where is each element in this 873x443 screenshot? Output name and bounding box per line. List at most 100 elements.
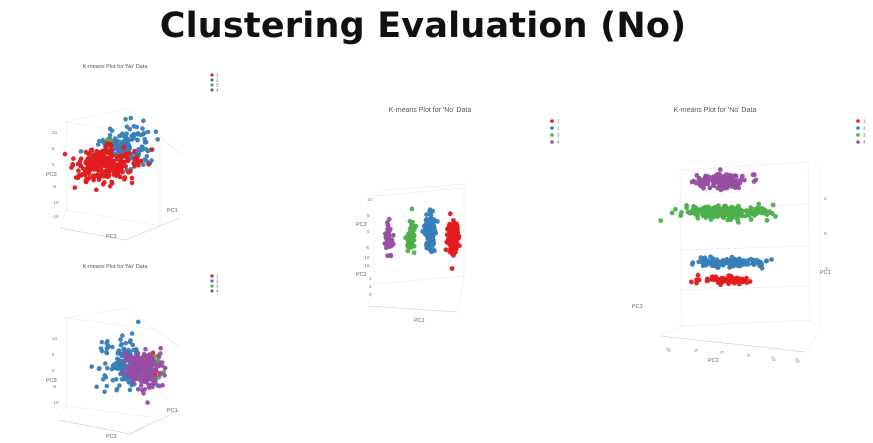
point-cluster-2 [764,258,769,264]
point-cluster-2 [94,384,99,390]
point-cluster-1 [453,243,458,249]
point-cluster-1 [104,143,109,148]
point-cluster-4 [122,358,127,364]
legend-swatch-4 [856,140,860,144]
tick-label: -5 [365,245,369,250]
point-cluster-2 [118,337,123,342]
point-cluster-2 [135,319,141,325]
point-cluster-1 [71,156,76,161]
chart-svg-middle: K-means Plot for 'No' Data 1 2 3 4 10 5 … [356,107,560,324]
point-cluster-1 [689,279,694,285]
point-cluster-2 [696,259,702,265]
point-cluster-2 [104,341,109,346]
point-cluster-4 [158,345,163,351]
point-cluster-2 [140,126,145,131]
point-cluster-2 [708,259,714,264]
point-cluster-4 [689,179,695,185]
point-cluster-1 [122,159,127,165]
chart-panel-middle: K-means Plot for 'No' Data 1 2 3 4 10 5 … [340,100,580,330]
point-cluster-2 [145,129,151,135]
point-cluster-4 [142,370,148,376]
point-cluster-2 [98,346,104,351]
point-cluster-4 [148,366,154,371]
point-cluster-1 [111,165,116,170]
chart-title: K-means Plot for 'No' Data [674,107,757,114]
point-cluster-2 [120,333,125,338]
tick-label: 0 [824,231,827,236]
tick-label: -5 [745,352,752,358]
point-cluster-2 [89,364,94,369]
point-cluster-2 [127,387,133,393]
point-cluster-1 [448,234,454,240]
point-cluster-4 [693,180,699,186]
point-cluster-4 [140,376,146,381]
legend-swatch-4 [210,289,214,293]
point-cluster-4 [135,366,140,371]
point-cluster-2 [708,254,713,260]
point-cluster-2 [97,138,102,144]
point-cluster-2 [745,258,751,263]
tick-label: -10 [52,400,59,405]
point-cluster-1 [102,180,107,185]
point-cluster-1 [456,235,461,241]
point-cluster-2 [131,135,136,141]
point-cluster-3 [770,202,776,208]
point-cluster-4 [717,175,723,181]
chart-panel-right: K-means Plot for 'No' Data 1 2 3 4 10 5 … [620,100,870,370]
point-cluster-3 [673,206,678,212]
scatter-points [658,167,778,288]
point-cluster-4 [139,379,144,385]
point-cluster-4 [750,172,756,178]
legend: 1 2 3 4 [210,73,219,93]
point-cluster-4 [727,176,733,182]
point-cluster-1 [98,158,104,163]
point-cluster-1 [102,155,108,160]
legend-label-4: 4 [216,88,219,93]
point-cluster-2 [426,232,432,238]
point-cluster-3 [708,210,714,216]
legend-swatch-2 [550,126,554,130]
point-cluster-4 [160,382,165,388]
legend-label-4: 4 [863,140,866,145]
point-cluster-3 [729,204,734,210]
point-cluster-1 [90,154,95,160]
point-cluster-4 [724,172,729,177]
point-cluster-2 [97,366,102,371]
point-cluster-3 [108,138,114,143]
point-cluster-4 [153,375,158,380]
legend-swatch-1 [856,119,860,123]
point-cluster-4 [134,359,139,365]
point-cluster-4 [130,367,135,373]
point-cluster-4 [715,185,720,191]
point-cluster-2 [709,263,715,268]
point-cluster-3 [669,210,675,216]
point-cluster-2 [433,230,439,236]
point-cluster-2 [769,257,774,262]
point-cluster-1 [77,159,83,164]
point-cluster-4 [389,237,395,243]
point-cluster-2 [113,377,119,382]
point-cluster-1 [718,280,724,285]
point-cluster-4 [724,185,730,191]
point-cluster-1 [743,277,748,282]
point-cluster-1 [84,161,90,166]
point-cluster-4 [727,180,733,186]
point-cluster-4 [121,369,126,375]
point-cluster-3 [685,209,691,215]
point-cluster-2 [137,147,143,153]
point-cluster-4 [125,355,131,360]
point-cluster-2 [702,258,707,263]
tick-label: -15 [793,356,801,365]
tick-label: 4 [369,276,372,281]
point-cluster-3 [744,208,749,214]
point-cluster-1 [83,179,89,185]
point-cluster-2 [731,259,737,265]
point-cluster-2 [117,383,122,388]
point-cluster-1 [695,272,701,278]
point-cluster-1 [77,172,82,178]
point-cluster-2 [690,260,696,266]
point-cluster-3 [719,212,725,217]
grid-box [57,307,181,435]
legend-label-3: 3 [216,284,219,289]
point-cluster-1 [106,174,112,179]
